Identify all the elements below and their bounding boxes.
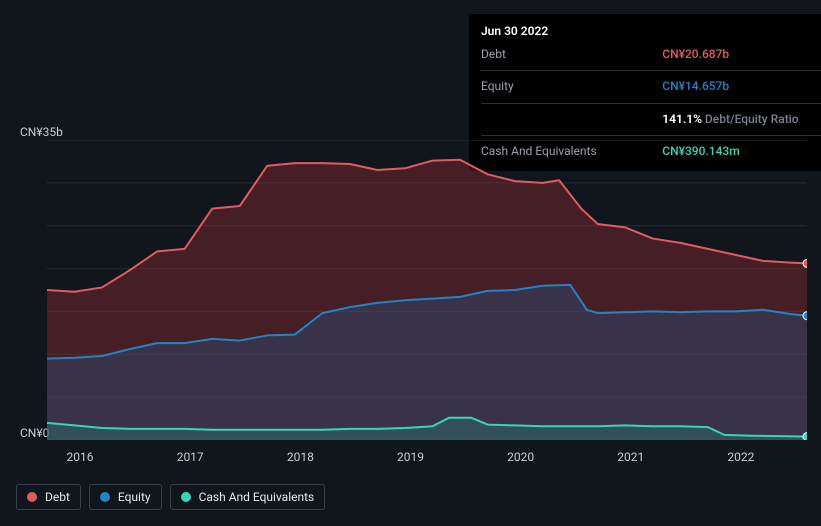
chart-legend: Debt Equity Cash And Equivalents: [16, 484, 325, 510]
x-axis-tick-label: 2016: [67, 450, 94, 464]
legend-swatch: [100, 492, 110, 502]
tooltip-row-key: [481, 108, 662, 131]
x-axis-tick-label: 2021: [617, 450, 644, 464]
legend-label: Equity: [118, 490, 151, 504]
x-axis-tick-label: 2017: [177, 450, 204, 464]
legend-item-equity[interactable]: Equity: [89, 484, 162, 510]
legend-label: Debt: [45, 490, 70, 504]
tooltip-row-key: Equity: [481, 75, 662, 98]
tooltip-row-value: CN¥20.687b: [662, 43, 821, 66]
legend-swatch: [27, 492, 37, 502]
x-axis-tick-label: 2020: [507, 450, 534, 464]
legend-swatch: [181, 492, 191, 502]
x-axis-tick-label: 2019: [397, 450, 424, 464]
legend-label: Cash And Equivalents: [199, 490, 315, 504]
legend-item-cash[interactable]: Cash And Equivalents: [170, 484, 326, 510]
tooltip-row-value: CN¥14.657b: [662, 75, 821, 98]
x-axis-tick-label: 2018: [287, 450, 314, 464]
tooltip-row-key: Debt: [481, 43, 662, 66]
legend-item-debt[interactable]: Debt: [16, 484, 81, 510]
tooltip-row-value: 141.1% Debt/Equity Ratio: [662, 108, 821, 131]
y-axis-max-label: CN¥35b: [20, 125, 63, 139]
x-axis-tick-label: 2022: [727, 450, 754, 464]
tooltip-title: Jun 30 2022: [481, 22, 821, 41]
y-axis-min-label: CN¥0: [20, 426, 49, 440]
area-chart: [47, 140, 807, 440]
